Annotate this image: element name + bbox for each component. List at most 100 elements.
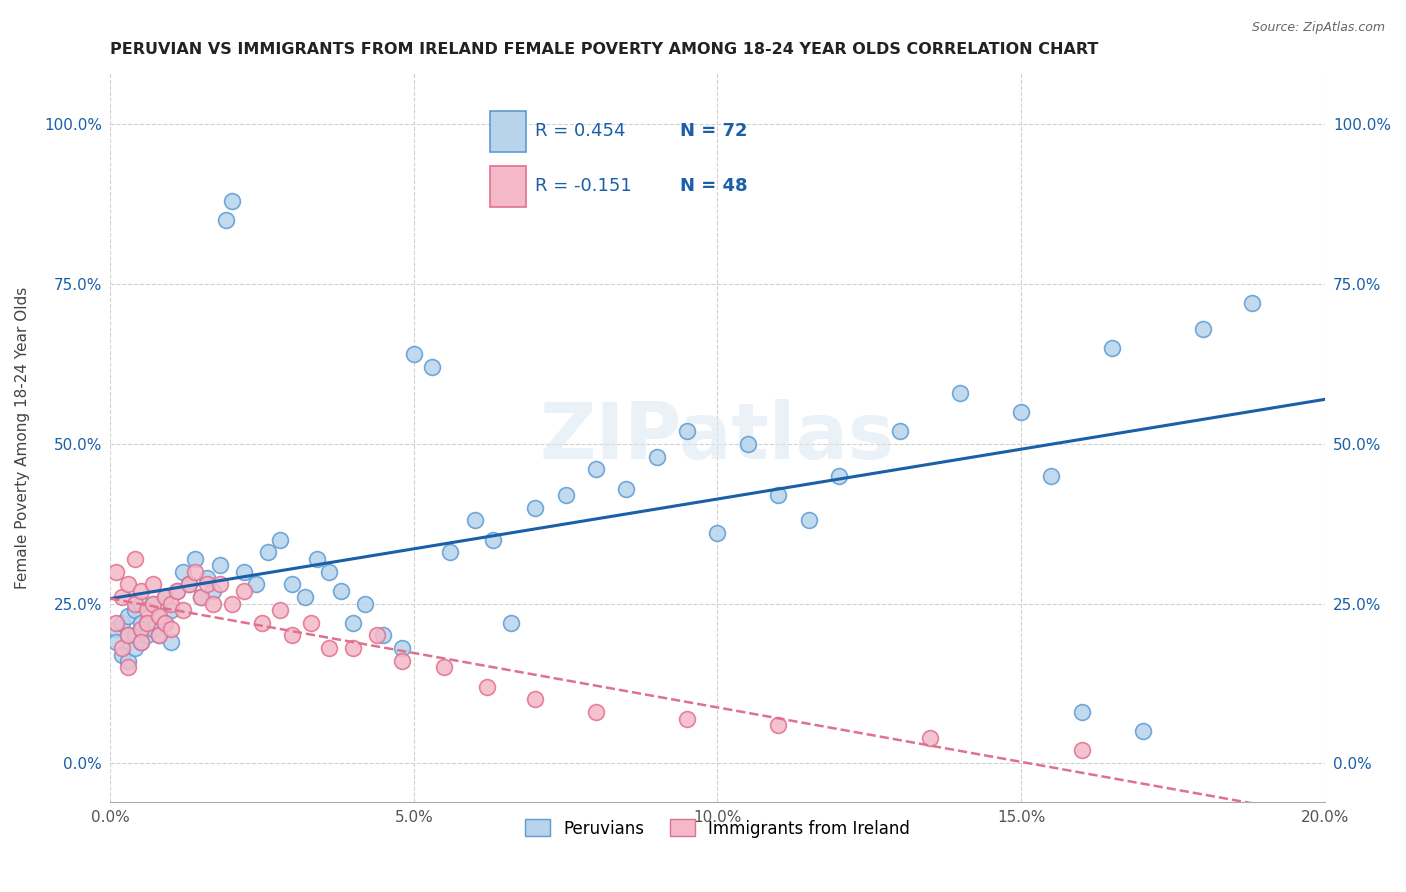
Point [221, 194, 243, 208]
Point [142, 577, 165, 591]
Point [105, 615, 128, 630]
Point [172, 565, 194, 579]
Point [195, 571, 218, 585]
Point [433, 660, 456, 674]
Point [1040, 468, 1063, 483]
Point [614, 482, 637, 496]
Point [949, 385, 972, 400]
Point [117, 660, 139, 674]
Point [299, 615, 322, 630]
Point [129, 635, 152, 649]
Point [676, 712, 699, 726]
Text: PERUVIAN VS IMMIGRANTS FROM IRELAND FEMALE POVERTY AMONG 18-24 YEAR OLDS CORRELA: PERUVIAN VS IMMIGRANTS FROM IRELAND FEMA… [110, 42, 1098, 57]
Point [828, 468, 851, 483]
Point [208, 558, 231, 573]
Point [330, 583, 353, 598]
Point [124, 603, 146, 617]
Point [195, 577, 218, 591]
Point [184, 565, 207, 579]
Point [202, 597, 225, 611]
Point [585, 705, 607, 719]
Point [281, 577, 304, 591]
Point [499, 615, 522, 630]
Point [318, 641, 340, 656]
Point [232, 583, 254, 598]
Point [148, 609, 170, 624]
Point [190, 590, 212, 604]
Point [129, 635, 152, 649]
Point [117, 609, 139, 624]
Point [366, 628, 388, 642]
Point [117, 628, 139, 642]
Point [1132, 724, 1154, 739]
Point [232, 565, 254, 579]
Point [676, 424, 699, 438]
Point [208, 577, 231, 591]
Point [160, 622, 183, 636]
Point [148, 628, 170, 642]
Point [148, 628, 170, 642]
Point [111, 615, 134, 630]
Point [439, 545, 461, 559]
Point [202, 583, 225, 598]
Point [105, 565, 128, 579]
Y-axis label: Female Poverty Among 18-24 Year Olds: Female Poverty Among 18-24 Year Olds [15, 286, 30, 589]
Point [1070, 705, 1092, 719]
Point [645, 450, 668, 464]
Point [179, 577, 201, 591]
Point [129, 583, 152, 598]
Point [135, 615, 157, 630]
Point [117, 654, 139, 668]
Point [148, 609, 170, 624]
Text: Source: ZipAtlas.com: Source: ZipAtlas.com [1251, 21, 1385, 34]
Point [706, 526, 728, 541]
Point [391, 641, 413, 656]
Point [402, 347, 425, 361]
Point [585, 462, 607, 476]
Point [766, 488, 789, 502]
Point [464, 513, 486, 527]
Point [153, 615, 176, 630]
Point [135, 603, 157, 617]
Point [166, 583, 188, 598]
Point [269, 533, 291, 547]
Point [117, 628, 139, 642]
Point [257, 545, 280, 559]
Point [554, 488, 576, 502]
Point [281, 628, 304, 642]
Point [737, 437, 759, 451]
Point [124, 628, 146, 642]
Point [129, 597, 152, 611]
Point [524, 500, 547, 515]
Legend: Peruvians, Immigrants from Ireland: Peruvians, Immigrants from Ireland [519, 813, 917, 844]
Point [172, 603, 194, 617]
Point [111, 648, 134, 662]
Text: ZIPatlas: ZIPatlas [540, 400, 896, 475]
Point [129, 622, 152, 636]
Point [124, 551, 146, 566]
Point [124, 641, 146, 656]
Point [524, 692, 547, 706]
Point [354, 597, 377, 611]
Point [111, 590, 134, 604]
Point [391, 654, 413, 668]
Point [797, 513, 820, 527]
Point [124, 597, 146, 611]
Point [160, 597, 183, 611]
Point [475, 680, 498, 694]
Point [481, 533, 503, 547]
Point [160, 635, 183, 649]
Point [105, 622, 128, 636]
Point [129, 615, 152, 630]
Point [1240, 296, 1263, 310]
Point [1101, 341, 1123, 355]
Point [153, 590, 176, 604]
Point [250, 615, 273, 630]
Point [153, 590, 176, 604]
Point [305, 551, 328, 566]
Point [184, 551, 207, 566]
Point [221, 597, 243, 611]
Point [135, 628, 157, 642]
Point [342, 615, 364, 630]
Point [245, 577, 267, 591]
